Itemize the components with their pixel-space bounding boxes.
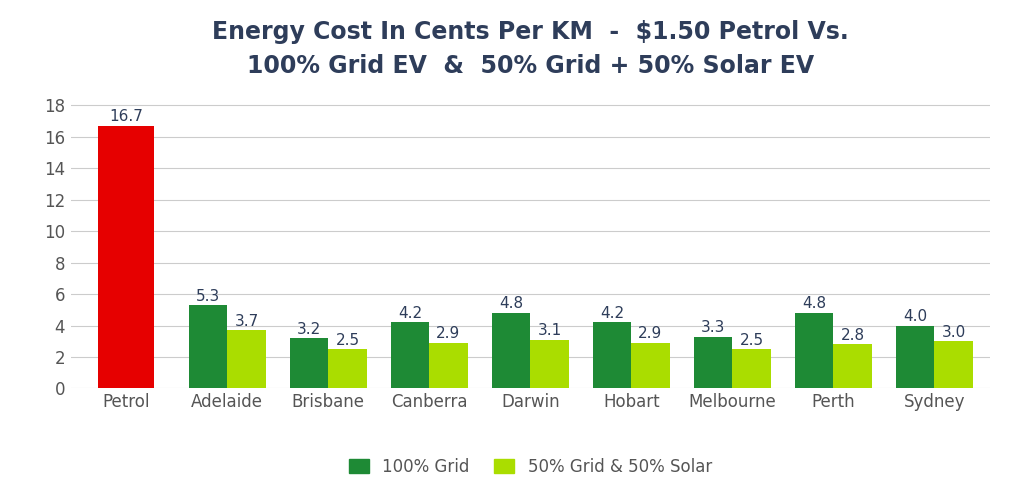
Bar (732, 349, 771, 388)
Text: 2.5: 2.5 (739, 333, 764, 348)
Bar (429, 343, 468, 388)
Bar (189, 305, 227, 388)
Text: 3.0: 3.0 (941, 325, 966, 340)
Text: 5.3: 5.3 (196, 288, 220, 303)
Text: 3.2: 3.2 (297, 322, 321, 337)
Bar (795, 313, 833, 388)
Bar (328, 349, 367, 388)
Text: 3.7: 3.7 (234, 314, 259, 329)
Text: 2.5: 2.5 (335, 333, 360, 348)
Bar (530, 340, 569, 388)
Text: 2.9: 2.9 (638, 326, 663, 341)
Bar (593, 322, 631, 388)
Bar (290, 338, 328, 388)
Text: 3.3: 3.3 (701, 320, 725, 335)
Bar (694, 337, 732, 388)
Bar (391, 322, 429, 388)
Text: 16.7: 16.7 (109, 109, 143, 124)
Bar (99, 126, 154, 388)
Text: 4.8: 4.8 (802, 296, 826, 311)
Bar (833, 345, 872, 388)
Bar (896, 326, 934, 388)
Text: 4.2: 4.2 (600, 306, 624, 321)
Text: 2.9: 2.9 (436, 326, 461, 341)
Legend: 100% Grid, 50% Grid & 50% Solar: 100% Grid, 50% Grid & 50% Solar (348, 458, 712, 476)
Text: 4.2: 4.2 (398, 306, 422, 321)
Text: 4.0: 4.0 (903, 309, 927, 324)
Text: 2.8: 2.8 (840, 328, 865, 343)
Title: Energy Cost In Cents Per KM  -  $1.50 Petrol Vs.
100% Grid EV  &  50% Grid + 50%: Energy Cost In Cents Per KM - $1.50 Petr… (212, 20, 848, 78)
Text: 4.8: 4.8 (499, 296, 523, 311)
Bar (934, 341, 973, 388)
Text: 3.1: 3.1 (537, 323, 562, 338)
Bar (631, 343, 670, 388)
Bar (227, 330, 266, 388)
Bar (492, 313, 530, 388)
